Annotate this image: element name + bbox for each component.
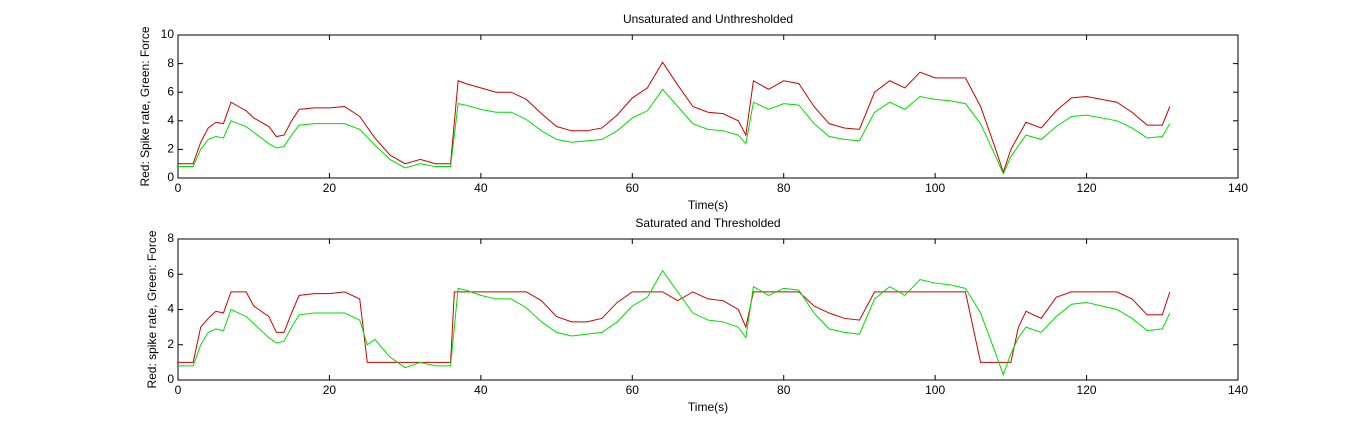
y-tick-label: 2: [167, 142, 174, 156]
data-line: [178, 88, 1171, 175]
x-tick-label: 80: [777, 181, 791, 195]
x-tick-label: 120: [1077, 181, 1097, 195]
y-tick-label: 6: [167, 266, 174, 280]
y-tick-label: 4: [167, 302, 174, 316]
x-axis-label: Time(s): [688, 198, 728, 212]
y-axis-label: Red: Spike rate, Green: Force: [138, 26, 152, 186]
y-tick-label: 2: [167, 337, 174, 351]
y-tick-label: 8: [167, 56, 174, 70]
x-tick-label: 140: [1228, 383, 1248, 397]
x-tick-label: 120: [1077, 383, 1097, 397]
x-tick-label: 100: [925, 181, 945, 195]
x-tick-label: 40: [474, 181, 488, 195]
x-tick-label: 0: [175, 383, 182, 397]
y-tick-label: 10: [161, 27, 175, 41]
data-line: [178, 269, 1171, 377]
y-tick-label: 4: [167, 113, 174, 127]
y-tick-label: 6: [167, 84, 174, 98]
x-tick-label: 100: [925, 383, 945, 397]
x-axis-label: Time(s): [688, 400, 728, 414]
x-tick-label: 20: [323, 383, 337, 397]
y-axis-label: Red: spike rate, Green: Force: [145, 230, 159, 388]
x-tick-label: 0: [175, 181, 182, 195]
axes-frame: [177, 238, 1239, 381]
x-tick-label: 80: [777, 383, 791, 397]
y-tick-label: 0: [167, 372, 174, 386]
x-tick-label: 60: [626, 181, 640, 195]
y-tick-label: 8: [167, 231, 174, 245]
chart-title: Saturated and Thresholded: [635, 216, 780, 230]
data-line: [178, 61, 1171, 174]
x-tick-label: 40: [474, 383, 488, 397]
x-tick-label: 60: [626, 383, 640, 397]
y-tick-label: 0: [167, 170, 174, 184]
axes-frame: [177, 34, 1239, 179]
data-line: [178, 291, 1171, 363]
x-tick-label: 20: [323, 181, 337, 195]
x-tick-label: 140: [1228, 181, 1248, 195]
chart-title: Unsaturated and Unthresholded: [623, 12, 793, 26]
